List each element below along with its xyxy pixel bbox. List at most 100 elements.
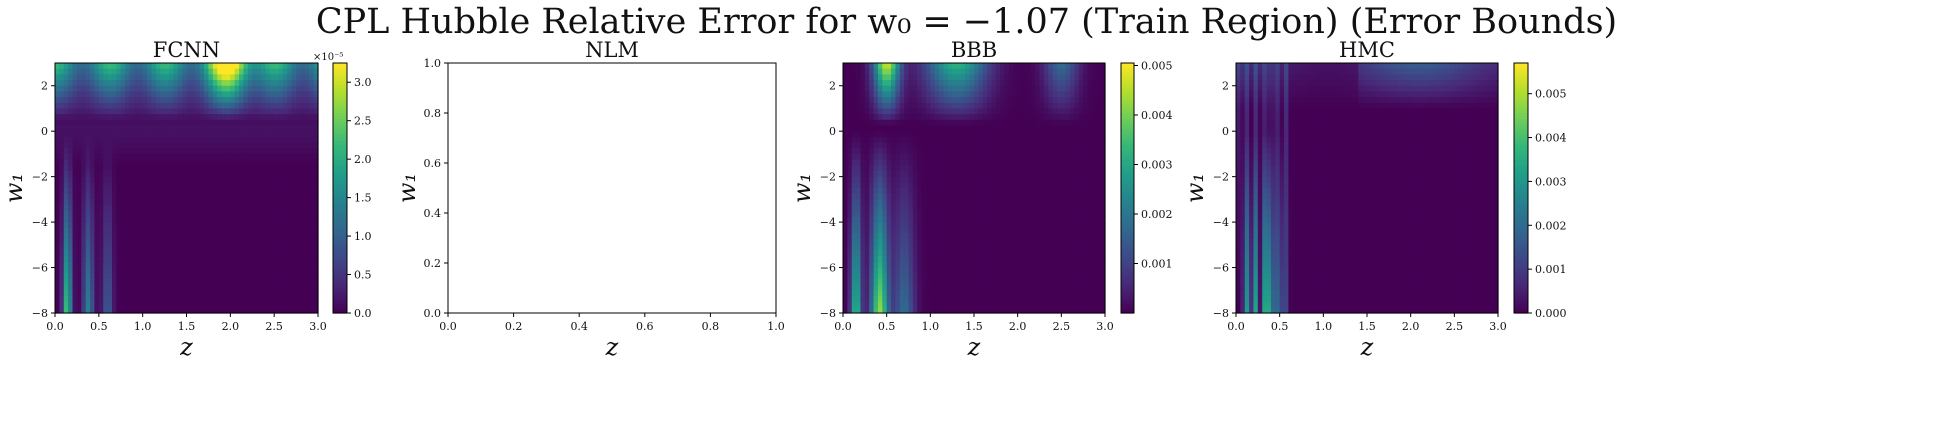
heatmap-cell — [208, 91, 214, 98]
heatmap-cell — [230, 205, 236, 212]
heatmap-cell — [252, 119, 258, 127]
heatmap-cell — [81, 261, 87, 269]
heatmap-cell — [217, 119, 223, 127]
heatmap-cell — [851, 97, 857, 104]
heatmap-cell — [94, 85, 100, 93]
heatmap-cell — [982, 193, 988, 200]
heatmap-cell — [103, 148, 109, 155]
heatmap-cell — [151, 250, 157, 257]
heatmap-cell — [1091, 91, 1097, 98]
heatmap-cell — [860, 205, 866, 212]
heatmap-cell — [304, 301, 310, 308]
heatmap-cell — [252, 165, 258, 172]
heatmap-cell — [68, 256, 74, 263]
heatmap-cell — [274, 91, 280, 98]
heatmap-cell — [882, 267, 888, 274]
heatmap-cell — [252, 159, 258, 166]
heatmap-cell — [939, 114, 945, 121]
heatmap-cell — [278, 102, 284, 110]
heatmap-cell — [252, 68, 258, 75]
heatmap-cell — [1091, 63, 1097, 70]
heatmap-cell — [1026, 91, 1032, 98]
heatmap-cell — [895, 239, 901, 246]
heatmap-cell — [1083, 188, 1089, 195]
heatmap-cell — [1100, 74, 1106, 81]
heatmap-cell — [164, 227, 170, 235]
heatmap-cell — [965, 250, 971, 257]
heatmap-cell — [291, 273, 297, 280]
heatmap-cell — [204, 74, 210, 81]
heatmap-cell — [921, 239, 927, 246]
heatmap-cell — [296, 273, 302, 280]
heatmap-cell — [1087, 125, 1093, 132]
heatmap-cell — [1100, 108, 1106, 115]
heatmap-cell — [282, 182, 288, 189]
heatmap-cell — [81, 91, 87, 98]
heatmap-cell — [256, 159, 262, 166]
heatmap-cell — [265, 267, 271, 274]
heatmap-cell — [190, 307, 196, 314]
heatmap-cell — [952, 176, 958, 183]
heatmap-cell — [925, 244, 931, 252]
heatmap-cell — [120, 148, 126, 155]
heatmap-cell — [243, 244, 249, 252]
heatmap-cell — [287, 153, 293, 161]
heatmap-cell — [304, 205, 310, 212]
heatmap-cell — [895, 210, 901, 218]
heatmap-cell — [912, 159, 918, 166]
colorbar-tick-label: 3.0 — [354, 76, 372, 89]
heatmap-cell — [960, 131, 966, 138]
heatmap-cell — [120, 222, 126, 229]
heatmap-cell — [217, 97, 223, 104]
heatmap-cell — [847, 244, 853, 252]
heatmap-cell — [252, 250, 258, 257]
heatmap-cell — [891, 261, 896, 269]
heatmap-cell — [151, 216, 157, 223]
heatmap-cell — [177, 307, 183, 314]
heatmap-cell — [930, 199, 936, 206]
heatmap-cell — [952, 267, 958, 274]
heatmap-cell — [287, 250, 293, 257]
heatmap-cell — [1091, 142, 1097, 149]
heatmap-cell — [208, 68, 214, 75]
heatmap-cell — [199, 244, 205, 252]
heatmap-cell — [160, 176, 166, 183]
heatmap-cell — [934, 244, 940, 252]
heatmap-cell — [309, 239, 315, 246]
heatmap-cell — [85, 278, 91, 286]
heatmap-cell — [991, 193, 997, 200]
heatmap-cell — [142, 227, 148, 235]
heatmap-cell — [974, 227, 979, 235]
y-tick-label: 0.0 — [424, 307, 442, 320]
heatmap-cell — [978, 210, 984, 218]
heatmap-cell — [177, 159, 183, 166]
heatmap-cell — [1078, 233, 1084, 240]
heatmap-cell — [1083, 114, 1089, 121]
heatmap-cell — [886, 205, 892, 212]
heatmap-cell — [76, 188, 82, 195]
heatmap-cell — [969, 193, 975, 200]
heatmap-cell — [974, 170, 979, 178]
heatmap-cell — [186, 210, 192, 218]
heatmap-cell — [313, 239, 319, 246]
heatmap-cells — [843, 63, 1106, 314]
heatmap-cell — [1078, 131, 1084, 138]
heatmap-cell — [81, 290, 87, 297]
colorbar-segment — [333, 166, 347, 170]
heatmap-cell — [287, 63, 293, 70]
heatmap-cell — [1013, 131, 1019, 138]
heatmap-cell — [291, 131, 297, 138]
heatmap-cell — [1039, 216, 1045, 223]
heatmap-cell — [1065, 256, 1071, 263]
heatmap-cell — [1100, 188, 1106, 195]
heatmap-cell — [1035, 170, 1041, 178]
heatmap-cell — [151, 85, 157, 93]
heatmap-cell — [1074, 68, 1080, 75]
heatmap-cell — [899, 205, 905, 212]
heatmap-cell — [120, 301, 126, 308]
heatmap-cell — [882, 97, 888, 104]
heatmap-cell — [120, 182, 126, 189]
heatmap-cell — [1026, 176, 1032, 183]
heatmap-cell — [987, 216, 993, 223]
heatmap-cell — [147, 227, 153, 235]
